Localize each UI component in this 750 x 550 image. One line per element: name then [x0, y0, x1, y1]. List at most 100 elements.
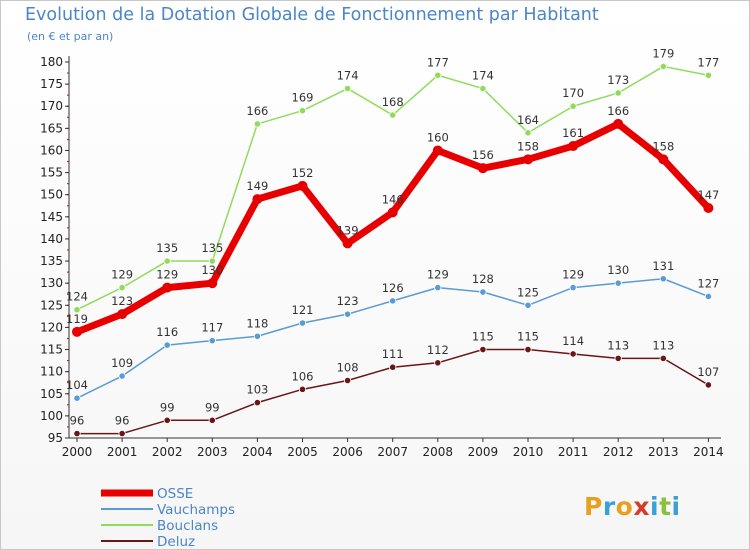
data-point — [569, 102, 577, 110]
data-label: 174 — [472, 69, 494, 83]
data-label: 99 — [160, 400, 175, 414]
x-tick-label: 2013 — [648, 445, 679, 459]
data-point — [524, 345, 532, 354]
chart-subtitle: (en € et par an) — [27, 30, 114, 43]
data-label: 139 — [337, 223, 359, 237]
data-label: 127 — [697, 276, 719, 290]
x-tick-label: 2003 — [197, 445, 228, 459]
y-tick-label: 130 — [40, 276, 63, 290]
data-label: 118 — [246, 316, 268, 330]
data-point — [298, 319, 307, 327]
data-point — [163, 341, 171, 349]
data-label: 146 — [382, 192, 404, 206]
data-label: 147 — [697, 188, 719, 202]
legend-label: OSSE — [157, 486, 193, 502]
data-point — [298, 385, 307, 393]
data-point — [569, 350, 577, 358]
y-tick-label: 110 — [40, 365, 63, 379]
x-tick-label: 2008 — [423, 445, 454, 459]
data-point — [524, 301, 532, 309]
data-label: 166 — [246, 104, 268, 118]
y-tick-label: 105 — [40, 387, 63, 401]
data-point — [343, 310, 352, 318]
y-tick-label: 125 — [40, 298, 63, 312]
x-tick-label: 2010 — [513, 445, 544, 459]
data-point — [253, 399, 261, 407]
data-point — [208, 337, 216, 345]
data-point — [434, 359, 442, 367]
data-point — [297, 180, 308, 191]
data-label: 170 — [562, 86, 584, 100]
series-line-deluz — [76, 348, 710, 435]
data-label: 117 — [201, 321, 223, 335]
data-label: 99 — [205, 400, 220, 414]
data-label: 96 — [115, 414, 130, 428]
data-label: 124 — [66, 290, 88, 304]
chart-title: Evolution de la Dotation Globale de Fonc… — [25, 5, 599, 25]
data-label: 169 — [292, 91, 314, 105]
y-tick-label: 95 — [48, 431, 63, 445]
data-point — [343, 376, 352, 385]
y-tick-label: 145 — [40, 210, 63, 224]
data-label: 125 — [517, 285, 539, 299]
data-point — [117, 309, 128, 320]
x-tick-label: 2009 — [468, 445, 499, 459]
data-point — [659, 275, 667, 283]
y-tick-label: 100 — [40, 409, 63, 423]
logo-letter: i — [671, 492, 681, 521]
data-point — [434, 283, 442, 292]
data-label: 115 — [517, 330, 539, 344]
data-label: 149 — [246, 179, 268, 193]
x-tick-label: 2007 — [377, 445, 408, 459]
data-label: 111 — [382, 347, 404, 361]
data-label: 130 — [607, 263, 629, 277]
x-tick-label: 2002 — [152, 445, 183, 459]
data-label: 107 — [697, 365, 719, 379]
proxiti-logo: Proxiti — [584, 492, 681, 521]
data-point — [343, 84, 352, 93]
data-point — [659, 62, 667, 71]
data-point — [73, 429, 81, 438]
data-label: 113 — [652, 338, 674, 352]
data-label: 108 — [337, 360, 359, 374]
data-point — [704, 381, 713, 389]
data-point — [477, 163, 488, 174]
logo-letter: i — [650, 492, 660, 521]
x-tick-label: 2011 — [558, 445, 589, 459]
logo-letter: r — [602, 492, 616, 521]
data-label: 116 — [156, 325, 178, 339]
data-label: 160 — [427, 130, 449, 144]
data-point — [389, 297, 397, 305]
data-point — [434, 71, 442, 79]
data-point — [432, 145, 443, 156]
data-point — [389, 111, 397, 119]
data-label: 158 — [652, 139, 674, 153]
data-label: 109 — [111, 356, 133, 370]
data-point — [252, 194, 263, 205]
data-label: 152 — [292, 166, 314, 180]
data-point — [72, 326, 82, 337]
x-tick-label: 2004 — [242, 445, 273, 459]
data-label: 103 — [246, 383, 268, 397]
data-point — [118, 429, 126, 438]
data-point — [569, 283, 577, 292]
y-tick-label: 120 — [40, 320, 63, 334]
y-tick-label: 175 — [40, 77, 63, 91]
data-label: 174 — [337, 69, 359, 83]
data-label: 123 — [111, 294, 133, 308]
data-label: 128 — [472, 272, 494, 286]
x-tick-label: 2014 — [693, 445, 724, 459]
legend-label: Bouclans — [157, 518, 218, 534]
data-point — [162, 282, 173, 293]
data-label: 113 — [607, 338, 629, 352]
y-tick-label: 155 — [40, 166, 63, 180]
data-point — [479, 288, 487, 296]
data-point — [118, 372, 126, 380]
data-point — [342, 238, 353, 249]
legend-label: Deluz — [157, 534, 195, 549]
x-tick-label: 2012 — [603, 445, 634, 459]
data-point — [658, 154, 669, 165]
data-label: 106 — [292, 369, 314, 383]
data-point — [479, 345, 487, 354]
